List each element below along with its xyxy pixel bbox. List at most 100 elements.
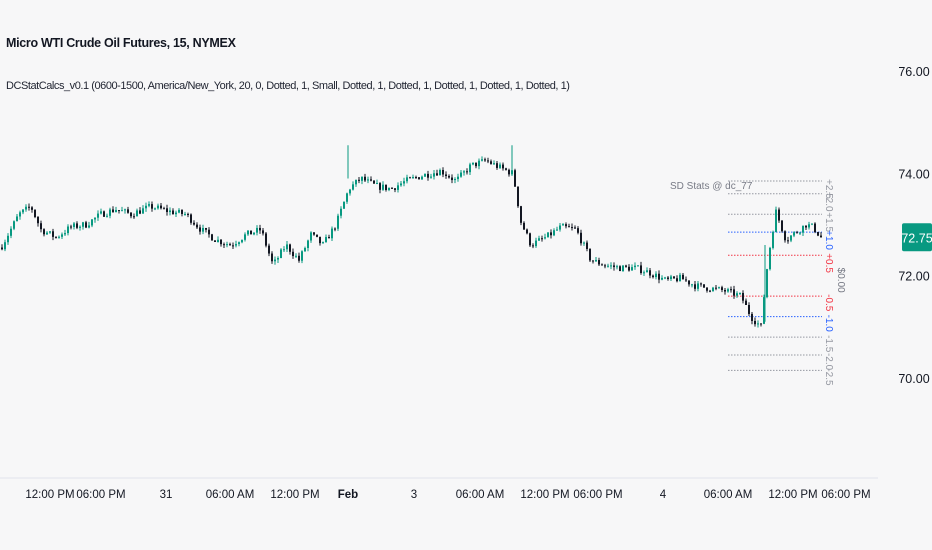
candle-body <box>307 240 309 248</box>
candle-body <box>472 162 474 165</box>
candle <box>403 177 405 187</box>
candle-body <box>76 223 78 228</box>
candle-body <box>154 208 156 210</box>
candle-body <box>742 292 744 301</box>
candle <box>574 225 576 229</box>
candle <box>427 170 429 181</box>
candle-body <box>421 176 423 180</box>
candle <box>784 230 786 243</box>
candle <box>136 208 138 217</box>
candle <box>583 241 585 246</box>
candle <box>613 262 615 271</box>
x-tick-label: 06:00 PM <box>573 489 622 501</box>
candle <box>421 175 423 180</box>
candle <box>607 263 609 268</box>
candle <box>508 168 510 177</box>
candle-body <box>244 234 246 240</box>
candle-body <box>763 297 765 324</box>
candle-body <box>643 272 645 274</box>
candle-body <box>613 265 615 268</box>
candle-body <box>115 210 117 213</box>
candle <box>100 208 102 215</box>
candle-body <box>109 209 111 216</box>
candle-body <box>199 227 201 232</box>
candle-body <box>190 214 192 223</box>
candle-body <box>499 164 501 168</box>
candle <box>283 246 285 252</box>
candle-body <box>22 209 24 213</box>
candle <box>769 246 771 271</box>
candle <box>307 239 309 252</box>
candle <box>811 223 813 226</box>
candle <box>319 236 321 246</box>
candle <box>181 209 183 217</box>
candle <box>802 225 804 237</box>
candle <box>556 226 558 231</box>
candle-body <box>112 209 114 213</box>
candle <box>28 203 30 211</box>
candle-body <box>82 222 84 227</box>
candle <box>151 201 153 212</box>
candle-body <box>280 249 282 259</box>
candle-body <box>517 186 519 207</box>
candle-body <box>349 189 351 194</box>
candle-body <box>229 244 231 246</box>
candle-body <box>661 277 663 280</box>
candle <box>754 317 756 327</box>
candle <box>256 225 258 236</box>
candle <box>22 209 24 215</box>
candle-body <box>373 180 375 184</box>
candle <box>139 207 141 215</box>
candle <box>817 231 819 237</box>
candle <box>448 174 450 179</box>
candle-body <box>628 266 630 271</box>
candle <box>541 235 543 242</box>
candle-body <box>136 210 138 217</box>
candle-body <box>163 208 165 210</box>
candle-body <box>781 220 783 232</box>
candle-body <box>586 242 588 249</box>
x-tick-label: 06:00 AM <box>456 489 505 501</box>
candle-body <box>298 255 300 261</box>
candle-body <box>805 225 807 228</box>
candle-body <box>385 184 387 190</box>
candle <box>379 182 381 194</box>
candle-body <box>247 230 249 235</box>
candle-body <box>157 205 159 209</box>
candle-body <box>43 229 45 235</box>
candle-body <box>52 231 54 237</box>
candle <box>568 223 570 228</box>
candle-body <box>427 173 429 178</box>
candle-body <box>610 265 612 267</box>
candle <box>94 217 96 223</box>
candle-body <box>193 222 195 225</box>
y-tick-label: 76.00 <box>898 65 929 79</box>
candle-body <box>160 205 162 209</box>
candle-body <box>496 163 498 168</box>
candle-body <box>241 239 243 243</box>
candle-body <box>289 244 291 252</box>
candle <box>82 221 84 230</box>
candle <box>766 268 768 299</box>
candle <box>772 230 774 250</box>
candle <box>664 276 666 280</box>
candle <box>196 222 198 229</box>
candle-body <box>175 212 177 215</box>
indicator-label[interactable]: DCStatCalcs_v0.1 (0600-1500, America/New… <box>6 80 570 92</box>
candle <box>13 220 15 231</box>
candle <box>709 289 711 293</box>
x-tick-label: 31 <box>160 489 173 501</box>
candle-body <box>340 208 342 216</box>
candle <box>715 285 717 291</box>
candle <box>175 210 177 217</box>
candle-body <box>724 289 726 292</box>
candle <box>193 220 195 226</box>
candle-body <box>745 300 747 305</box>
candle <box>322 241 324 244</box>
candle-body <box>664 277 666 279</box>
candle-body <box>598 260 600 265</box>
candle <box>238 241 240 247</box>
candle-body <box>211 234 213 241</box>
candle-body <box>688 280 690 285</box>
candle-body <box>262 230 264 234</box>
